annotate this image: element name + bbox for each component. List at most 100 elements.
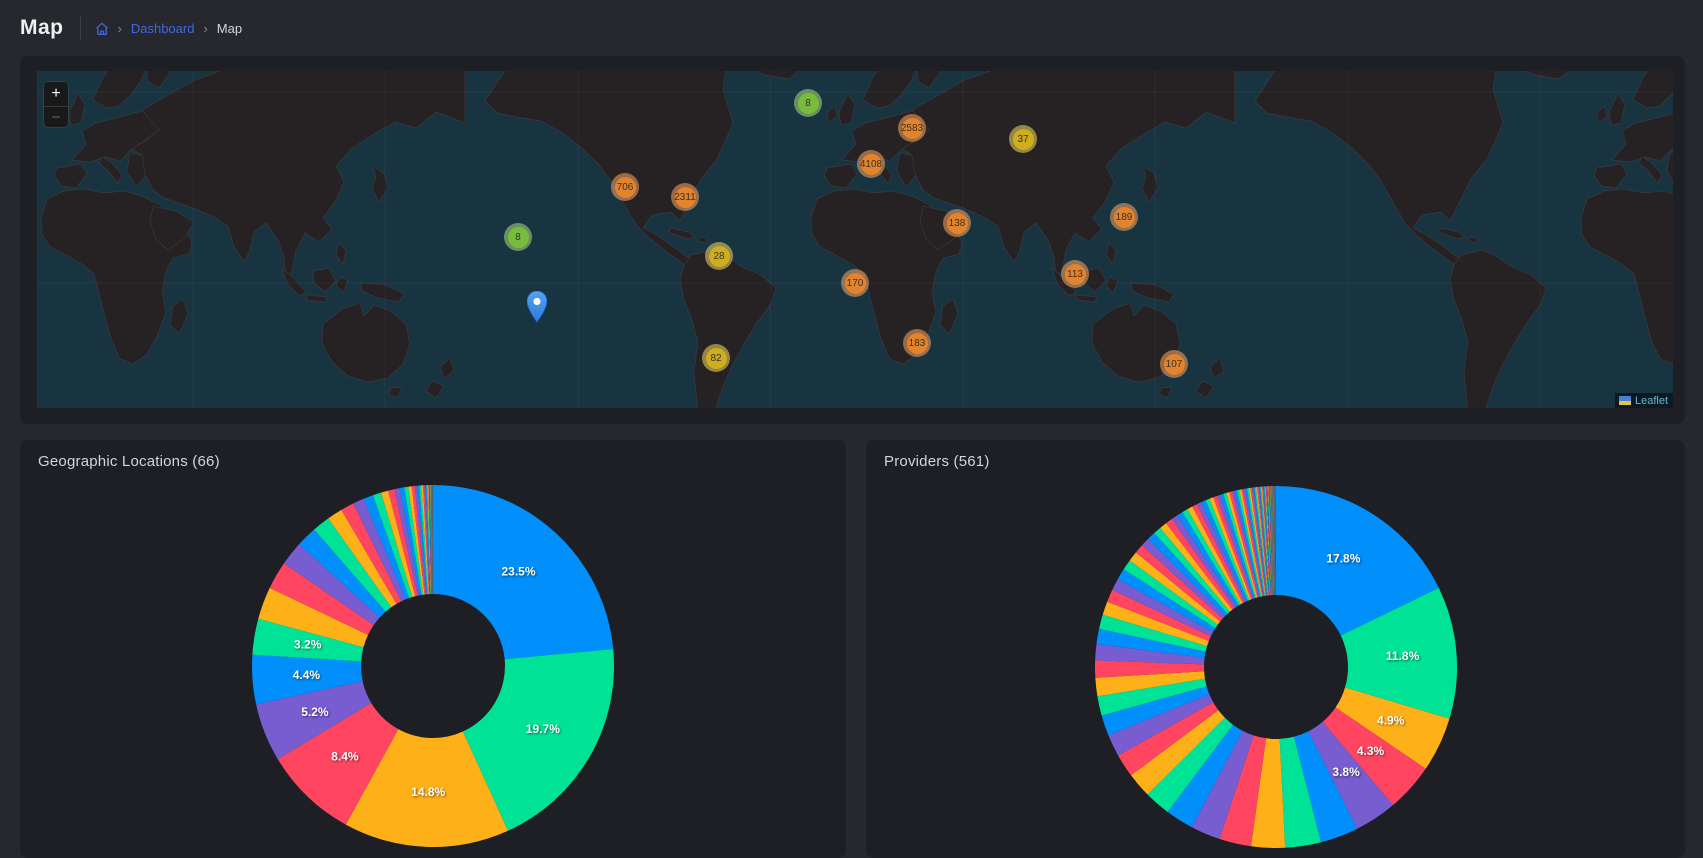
donut-slice[interactable] bbox=[394, 488, 420, 596]
donut-slice[interactable] bbox=[1108, 694, 1214, 756]
donut-slice[interactable] bbox=[1255, 486, 1269, 596]
donut-slice[interactable] bbox=[1269, 486, 1274, 596]
map-cluster-marker[interactable]: 113 bbox=[1061, 260, 1089, 288]
donut-slice[interactable] bbox=[1274, 486, 1276, 595]
donut-slice[interactable] bbox=[258, 587, 369, 648]
donut-slice[interactable] bbox=[1117, 569, 1216, 633]
map-cluster-marker[interactable]: 37 bbox=[1009, 125, 1037, 153]
donut-slice[interactable] bbox=[256, 681, 372, 760]
donut-slice[interactable] bbox=[1273, 486, 1276, 596]
donut-slice[interactable] bbox=[1265, 486, 1273, 596]
donut-slice[interactable] bbox=[1209, 497, 1252, 601]
donut-slice[interactable] bbox=[1274, 486, 1276, 595]
donut-slice[interactable] bbox=[417, 485, 428, 595]
breadcrumb-link-dashboard[interactable]: Dashboard bbox=[130, 20, 195, 36]
donut-slice[interactable] bbox=[426, 485, 431, 595]
donut-slice[interactable] bbox=[414, 485, 427, 595]
donut-slice[interactable] bbox=[1236, 489, 1262, 597]
map-cluster-marker[interactable]: 2583 bbox=[898, 114, 926, 142]
donut-slice[interactable] bbox=[424, 485, 431, 595]
donut-slice[interactable] bbox=[430, 485, 433, 595]
donut-slice[interactable] bbox=[1275, 486, 1276, 595]
donut-slice[interactable] bbox=[1192, 504, 1245, 604]
donut-slice[interactable] bbox=[1258, 486, 1270, 596]
donut-slice[interactable] bbox=[1264, 486, 1272, 596]
donut-slice[interactable] bbox=[283, 544, 380, 626]
donut-slice[interactable] bbox=[277, 703, 399, 825]
donut-slice[interactable] bbox=[430, 485, 433, 595]
donut-slice[interactable] bbox=[1096, 628, 1206, 658]
donut-slice[interactable] bbox=[1107, 589, 1211, 642]
donut-slice[interactable] bbox=[1094, 660, 1205, 678]
donut-slice[interactable] bbox=[1267, 486, 1273, 596]
zoom-in-button[interactable]: + bbox=[44, 82, 68, 106]
donut-slice[interactable] bbox=[431, 484, 433, 594]
donut-slice[interactable] bbox=[1254, 487, 1269, 596]
donut-slice[interactable] bbox=[1253, 487, 1268, 596]
donut-slice[interactable] bbox=[1131, 710, 1225, 795]
donut-slice[interactable] bbox=[388, 489, 418, 597]
donut-slice[interactable] bbox=[1097, 678, 1207, 716]
donut-slice[interactable] bbox=[411, 485, 426, 595]
donut-slice[interactable] bbox=[1262, 486, 1272, 596]
donut-slice[interactable] bbox=[1213, 495, 1253, 600]
donut-slice[interactable] bbox=[431, 485, 433, 594]
donut-slice[interactable] bbox=[429, 485, 432, 595]
donut-slice[interactable] bbox=[1262, 486, 1271, 596]
donut-slice[interactable] bbox=[1274, 486, 1276, 595]
donut-slice[interactable] bbox=[345, 729, 508, 847]
donut-slice[interactable] bbox=[252, 618, 364, 662]
donut-slice[interactable] bbox=[1308, 721, 1394, 829]
donut-slice[interactable] bbox=[1273, 486, 1276, 595]
donut-slice[interactable] bbox=[1272, 486, 1275, 596]
donut-slice[interactable] bbox=[1101, 686, 1210, 736]
donut-slice[interactable] bbox=[1177, 512, 1239, 607]
donut-slice[interactable] bbox=[1270, 486, 1275, 596]
donut-slice[interactable] bbox=[432, 485, 433, 594]
map-cluster-marker[interactable]: 28 bbox=[705, 242, 733, 270]
donut-slice[interactable] bbox=[328, 509, 397, 608]
map-cluster-marker[interactable]: 183 bbox=[903, 329, 931, 357]
donut-slice[interactable] bbox=[1226, 492, 1258, 598]
map-pin-icon[interactable] bbox=[527, 291, 547, 323]
donut-slice[interactable] bbox=[1123, 560, 1218, 629]
donut-slice[interactable] bbox=[299, 529, 386, 618]
donut-slice[interactable] bbox=[1274, 486, 1276, 595]
providers-donut-svg[interactable]: 17.8% 11.8% 4.9% 4.3% 3.8% bbox=[1091, 482, 1461, 852]
donut-slice[interactable] bbox=[353, 498, 406, 602]
donut-slice[interactable] bbox=[1263, 486, 1272, 596]
donut-slice[interactable] bbox=[1274, 486, 1276, 595]
donut-slice[interactable] bbox=[1274, 486, 1276, 595]
donut-slice[interactable] bbox=[1260, 486, 1271, 596]
donut-slice[interactable] bbox=[421, 485, 429, 595]
donut-slice[interactable] bbox=[1273, 486, 1275, 596]
donut-slice[interactable] bbox=[1241, 488, 1264, 597]
donut-slice[interactable] bbox=[381, 490, 416, 598]
donut-slice[interactable] bbox=[1265, 486, 1272, 596]
geographic-locations-donut-svg[interactable]: 23.5% 19.7% 14.8% 8.4% 5.2% 4.4% 3.2% bbox=[248, 481, 618, 851]
donut-slice[interactable] bbox=[1274, 486, 1276, 595]
map-cluster-marker[interactable]: 107 bbox=[1160, 350, 1188, 378]
donut-slice[interactable] bbox=[1257, 486, 1269, 596]
donut-slice[interactable] bbox=[1272, 486, 1275, 596]
donut-slice[interactable] bbox=[1219, 735, 1267, 847]
donut-slice[interactable] bbox=[1220, 493, 1256, 599]
map-cluster-marker[interactable]: 170 bbox=[841, 269, 869, 297]
donut-slice[interactable] bbox=[1275, 486, 1276, 595]
donut-slice[interactable] bbox=[404, 486, 424, 595]
donut-slice[interactable] bbox=[1267, 486, 1273, 596]
donut-slice[interactable] bbox=[1273, 486, 1275, 596]
donut-slice[interactable] bbox=[1154, 527, 1230, 614]
donut-slice[interactable] bbox=[1191, 730, 1254, 840]
donut-slice[interactable] bbox=[1216, 494, 1254, 599]
donut-slice[interactable] bbox=[419, 485, 429, 595]
map-cluster-marker[interactable]: 189 bbox=[1110, 203, 1138, 231]
donut-slice[interactable] bbox=[1272, 486, 1275, 596]
donut-slice[interactable] bbox=[1245, 488, 1265, 597]
donut-slice[interactable] bbox=[1251, 487, 1267, 596]
donut-slice[interactable] bbox=[1231, 490, 1260, 598]
donut-slice[interactable] bbox=[1274, 486, 1276, 595]
donut-slice[interactable] bbox=[1276, 486, 1439, 636]
donut-slice[interactable] bbox=[1099, 614, 1208, 652]
donut-slice[interactable] bbox=[1196, 502, 1247, 603]
